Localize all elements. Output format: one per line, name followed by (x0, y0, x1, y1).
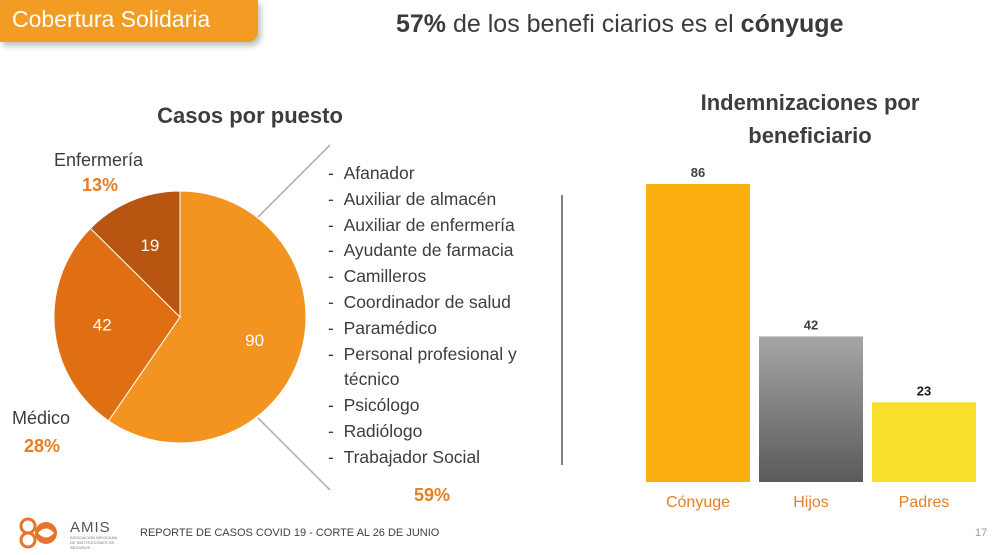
footer-brand: AMIS (70, 519, 111, 536)
detail-list-item: Ayudante de farmacia (328, 238, 558, 264)
detail-list-item: Psicólogo (328, 393, 558, 419)
pie-value-label: 90 (245, 331, 264, 350)
pie-value-label: 42 (93, 315, 112, 334)
bar-hijos (759, 336, 863, 482)
headline: 57% de los benefi ciarios es el cónyuge (396, 10, 843, 39)
amis-logo-icon (19, 517, 57, 549)
pie-leader-line-top (257, 144, 331, 218)
page-number: 17 (975, 527, 988, 539)
detail-list-item: Trabajador Social (328, 445, 558, 471)
detail-list-item: Auxiliar de enfermería (328, 213, 558, 239)
bar-category-label: Hijos (793, 494, 829, 511)
pie-slice-enfermería (89, 190, 181, 319)
footer-report-text: REPORTE DE CASOS COVID 19 - CORTE AL 26 … (140, 527, 440, 539)
bar-padres (872, 402, 976, 482)
bar-chart: 86 Cónyuge 42 Hijos 23 Padres (646, 165, 976, 511)
pie-slice-otros (107, 190, 307, 444)
detail-list-item: Paramédico (328, 316, 558, 342)
pie-pct-enfermeria: 13% (82, 175, 119, 195)
pie-chart: 90 42 19 (53, 144, 331, 491)
detail-list-item: Afanador (328, 161, 558, 187)
bar-category-label: Cónyuge (666, 494, 730, 511)
headline-mid: de los benefi ciarios es el (453, 10, 734, 38)
headline-pct: 57% (396, 10, 447, 38)
detail-list-item: Radiólogo (328, 419, 558, 445)
detail-list: AfanadorAuxiliar de almacénAuxiliar de e… (328, 161, 558, 471)
pie-pct-otros: 59% (414, 485, 451, 505)
pie-value-label: 19 (140, 236, 159, 255)
bar-value-label: 42 (804, 317, 818, 332)
pie-slice-médico (53, 227, 181, 422)
section-tag: Cobertura Solidaria (0, 0, 258, 42)
headline-end: cónyuge (740, 10, 844, 38)
pie-category-medico: Médico (12, 408, 71, 428)
footer-brand-sub: ASOCIACIÓN MEXICANA DE INSTITUCIONES DE … (70, 535, 117, 550)
divider (561, 195, 563, 465)
bar-value-label: 86 (691, 165, 705, 180)
pie-chart-title: Casos por puesto (157, 103, 343, 128)
detail-list-item: Personal profesional y técnico (328, 342, 558, 394)
pie-pct-medico: 28% (24, 436, 61, 456)
bar-value-label: 23 (917, 383, 931, 398)
detail-list-item: Coordinador de salud (328, 290, 558, 316)
bar-chart-title: Indemnizaciones por beneficiario (700, 90, 920, 148)
bar-category-label: Padres (899, 494, 950, 511)
bar-cónyuge (646, 184, 750, 482)
pie-category-enfermeria: Enfermería (54, 150, 144, 170)
detail-list-item: Camilleros (328, 264, 558, 290)
detail-list-item: Auxiliar de almacén (328, 187, 558, 213)
pie-leader-line-bottom (257, 417, 331, 491)
